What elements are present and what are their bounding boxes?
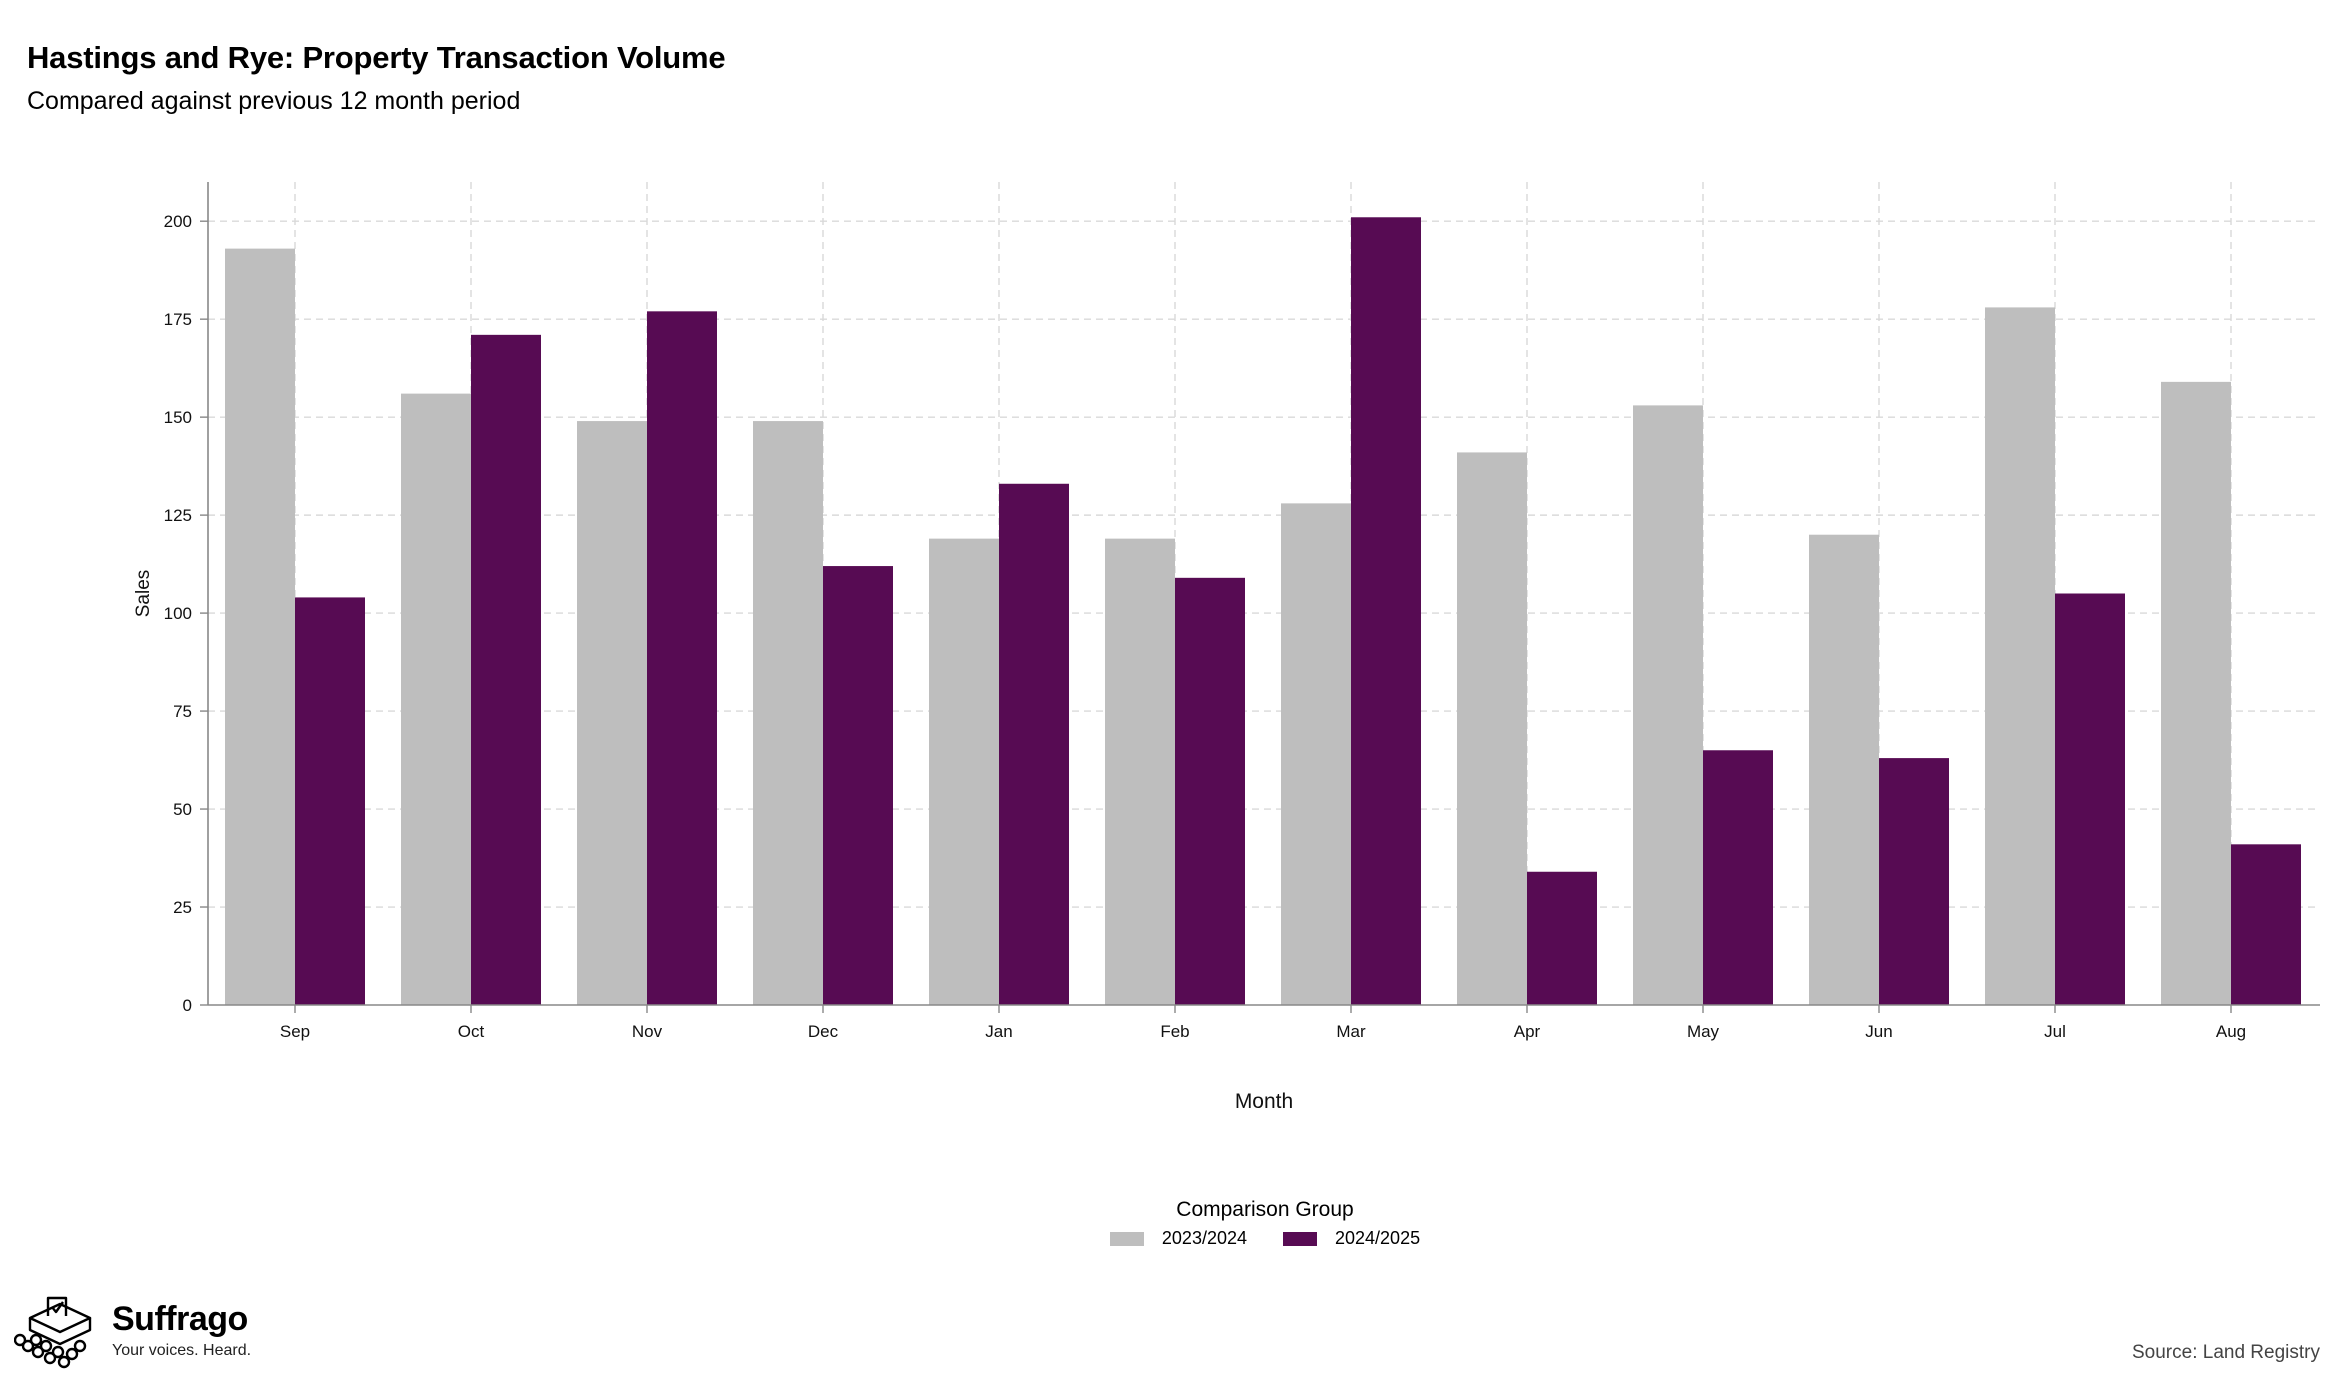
y-tick-label: 175	[164, 310, 192, 329]
legend: Comparison Group 2023/2024 2024/2025	[0, 1198, 2334, 1249]
bar-jun-series-1	[1809, 534, 1879, 1005]
x-tick-label: Sep	[280, 1022, 310, 1041]
bar-feb-series-2	[1175, 577, 1245, 1005]
bar-apr-series-1	[1457, 452, 1527, 1005]
x-tick-label: Oct	[458, 1022, 485, 1041]
bar-dec-series-1	[753, 421, 823, 1005]
bars	[225, 217, 2301, 1006]
x-tick-label: Mar	[1336, 1022, 1366, 1041]
brand-logo: Suffrago Your voices. Heard.	[14, 1296, 251, 1376]
legend-item-2023-2024: 2023/2024	[1109, 1228, 1247, 1249]
axes	[200, 182, 2320, 1013]
y-tick-label: 150	[164, 408, 192, 427]
bar-sep-series-1	[225, 248, 295, 1006]
ballot-box-icon	[14, 1296, 92, 1369]
legend-swatch	[1283, 1231, 1317, 1246]
bar-dec-series-2	[823, 566, 893, 1005]
x-tick-label: Feb	[1160, 1022, 1189, 1041]
legend-title: Comparison Group	[1176, 1198, 1354, 1221]
brand-tagline: Your voices. Heard.	[112, 1342, 252, 1359]
bar-mar-series-1	[1281, 503, 1351, 1005]
chart-subtitle: Compared against previous 12 month perio…	[27, 87, 521, 115]
chart-title: Hastings and Rye: Property Transaction V…	[27, 40, 726, 75]
bar-may-series-1	[1633, 405, 1703, 1005]
bar-nov-series-1	[577, 421, 647, 1005]
legend-label: 2023/2024	[1161, 1228, 1247, 1248]
x-tick-label: Nov	[632, 1022, 663, 1041]
axis-labels: 0 25 50 75 100 125 150 175 200 Sep Oct Nov Dec Jan Feb…	[133, 212, 2246, 1113]
brand-name: Suffrago	[112, 1300, 248, 1338]
y-tick-label: 0	[183, 996, 192, 1015]
bar-oct-series-2	[471, 334, 541, 1005]
y-tick-label: 200	[164, 212, 192, 231]
y-tick-label: 50	[173, 800, 192, 819]
y-axis-title: Sales	[133, 570, 154, 618]
bar-nov-series-2	[647, 311, 717, 1005]
bar-oct-series-1	[401, 393, 471, 1006]
x-tick-label: Jul	[2044, 1022, 2066, 1041]
bar-feb-series-1	[1105, 538, 1175, 1005]
legend-swatch	[1109, 1231, 1144, 1246]
bar-jul-series-2	[2055, 593, 2125, 1005]
x-tick-label: May	[1687, 1022, 1720, 1041]
y-tick-label: 100	[164, 604, 192, 623]
bar-apr-series-2	[1527, 871, 1597, 1005]
bar-sep-series-2	[295, 597, 365, 1005]
bar-jul-series-1	[1985, 307, 2055, 1005]
legend-item-2024-2025: 2024/2025	[1283, 1228, 1420, 1249]
y-tick-label: 125	[164, 506, 192, 525]
bar-jun-series-2	[1879, 758, 1949, 1005]
bar-jan-series-1	[929, 538, 999, 1005]
bar-may-series-2	[1703, 750, 1773, 1005]
bar-aug-series-2	[2231, 844, 2301, 1005]
y-tick-label: 75	[173, 702, 192, 721]
source-note: Source: Land Registry	[2132, 1342, 2320, 1363]
legend-label: 2024/2025	[1335, 1228, 1421, 1248]
x-tick-label: Jun	[1865, 1022, 1892, 1041]
bar-jan-series-2	[999, 483, 1069, 1005]
y-tick-label: 25	[173, 898, 192, 917]
bar-mar-series-2	[1351, 217, 1421, 1005]
x-tick-label: Aug	[2216, 1022, 2246, 1041]
x-tick-label: Apr	[1514, 1022, 1541, 1041]
bar-aug-series-1	[2161, 381, 2231, 1005]
x-tick-label: Jan	[985, 1022, 1012, 1041]
x-axis-title: Month	[1235, 1090, 1293, 1113]
x-tick-label: Dec	[808, 1022, 839, 1041]
